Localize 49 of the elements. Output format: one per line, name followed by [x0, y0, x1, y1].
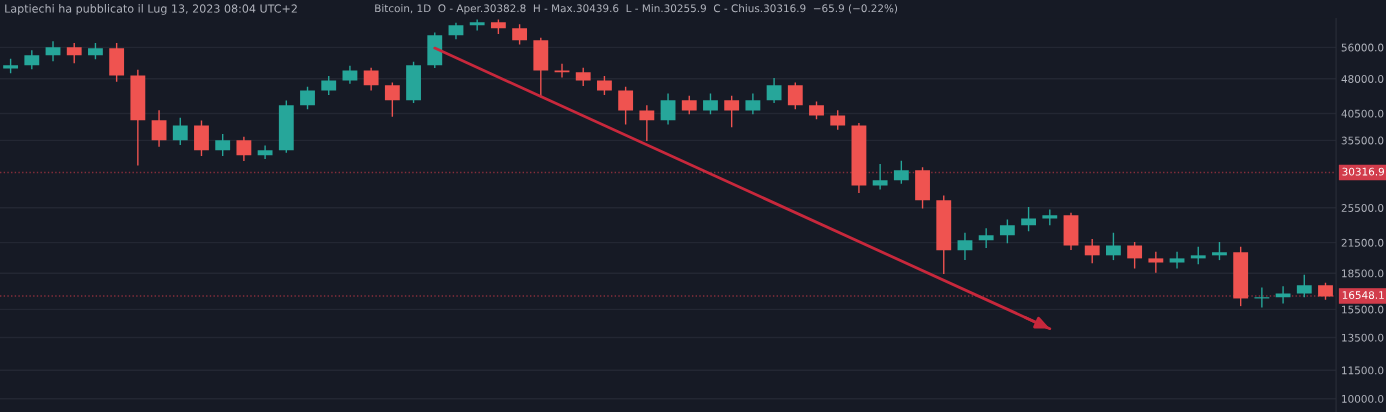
candlestick [151, 110, 167, 147]
chart-title: Laptiechi ha pubblicato il Lug 13, 2023 08:04 UTC+2 [5, 4, 297, 15]
candlestick [512, 24, 528, 45]
candlestick [787, 82, 803, 110]
candlestick [215, 133, 231, 156]
y-tick-label: 56000.0 [1341, 43, 1384, 52]
candlestick [300, 86, 315, 110]
ref-line-label: 16548.1 [1342, 291, 1384, 300]
candlestick [745, 93, 761, 115]
candlestick [639, 105, 655, 142]
candlestick [66, 43, 82, 64]
candlestick [469, 19, 485, 31]
y-tick-label: 35500.0 [1341, 136, 1384, 145]
candlestick [872, 164, 888, 190]
candlestick [172, 117, 188, 146]
chart-subtitle: Bitcoin, 1D O - Aper.30382.8 H - Max.30439.6 L - Min.30255.9 C - Chius.30316.9 −65.9 (−0.22%) [375, 4, 898, 15]
candlestick [1169, 251, 1185, 269]
candlestick [703, 93, 718, 115]
candlestick [830, 110, 846, 130]
candlestick [1084, 239, 1100, 264]
y-tick-label: 15500.0 [1342, 305, 1384, 314]
candlestick [999, 219, 1015, 244]
y-tick-label: 40500.0 [1341, 109, 1384, 118]
ref-line-label: 30316.9 [1342, 167, 1384, 176]
candlestick [724, 95, 740, 128]
y-tick-label: 25500.0 [1341, 204, 1384, 212]
y-tick-label: 13500.0 [1342, 333, 1384, 342]
y-tick-label: 18500.0 [1342, 269, 1384, 278]
candlestick [893, 160, 909, 184]
candlestick [660, 93, 676, 125]
candlestick [236, 136, 252, 161]
candlestick [1106, 232, 1121, 261]
candlestick [1296, 274, 1312, 298]
candlestick [384, 82, 400, 117]
candlestick [766, 78, 782, 103]
candlestick [957, 232, 973, 261]
candlestick [1021, 207, 1037, 232]
candlestick [554, 63, 570, 78]
candlestick [1127, 241, 1143, 269]
y-tick-label: 10000.0 [1342, 394, 1384, 403]
candlestick [1148, 251, 1164, 273]
candlestick [978, 228, 994, 249]
candlestick [257, 145, 273, 160]
y-tick-label: 21500.0 [1341, 238, 1384, 247]
candlestick [363, 67, 379, 91]
candlestick [618, 86, 634, 125]
candlestick [45, 41, 61, 62]
y-tick-label: 11500.0 [1342, 366, 1384, 375]
y-tick-label: 48000.0 [1341, 75, 1384, 83]
